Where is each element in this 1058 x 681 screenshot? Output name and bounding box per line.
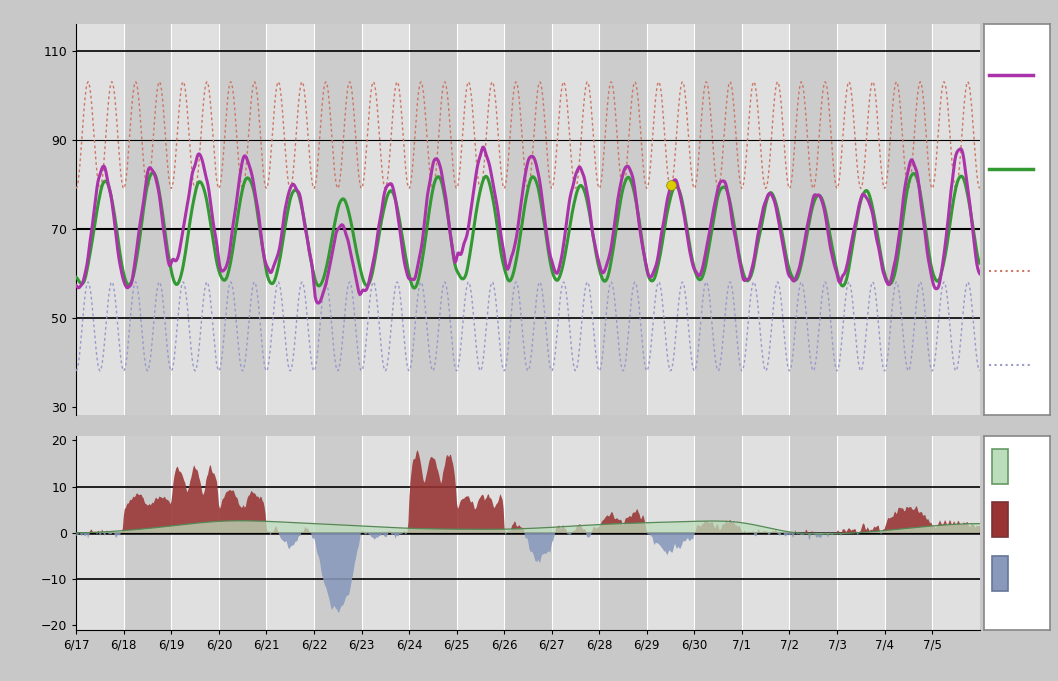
Bar (742, 436, 789, 630)
Bar (219, 436, 267, 630)
Bar (124, 436, 171, 630)
Bar (551, 436, 599, 630)
Bar (837, 436, 884, 630)
Bar (694, 436, 742, 630)
Bar (362, 24, 409, 415)
Bar (599, 436, 646, 630)
Bar (932, 24, 980, 415)
Bar (457, 24, 505, 415)
Bar (267, 436, 314, 630)
Bar (267, 24, 314, 415)
Bar (314, 24, 362, 415)
Bar (124, 24, 171, 415)
Bar (409, 436, 457, 630)
Bar (789, 436, 837, 630)
Bar (742, 24, 789, 415)
Bar (171, 24, 219, 415)
Bar (884, 24, 932, 415)
Bar (789, 24, 837, 415)
Bar (837, 24, 884, 415)
Bar (171, 436, 219, 630)
Bar (505, 436, 551, 630)
Bar (694, 24, 742, 415)
Bar (409, 24, 457, 415)
Bar (991, 449, 1008, 484)
Bar (219, 24, 267, 415)
Bar (362, 436, 409, 630)
Bar (551, 24, 599, 415)
Bar (646, 24, 694, 415)
Bar (457, 436, 505, 630)
Bar (505, 24, 551, 415)
Bar (646, 436, 694, 630)
Bar (314, 436, 362, 630)
Bar (884, 436, 932, 630)
Bar (599, 24, 646, 415)
Bar (76, 24, 124, 415)
Bar (991, 556, 1008, 591)
Bar (932, 436, 980, 630)
Bar (991, 502, 1008, 537)
Bar (76, 436, 124, 630)
